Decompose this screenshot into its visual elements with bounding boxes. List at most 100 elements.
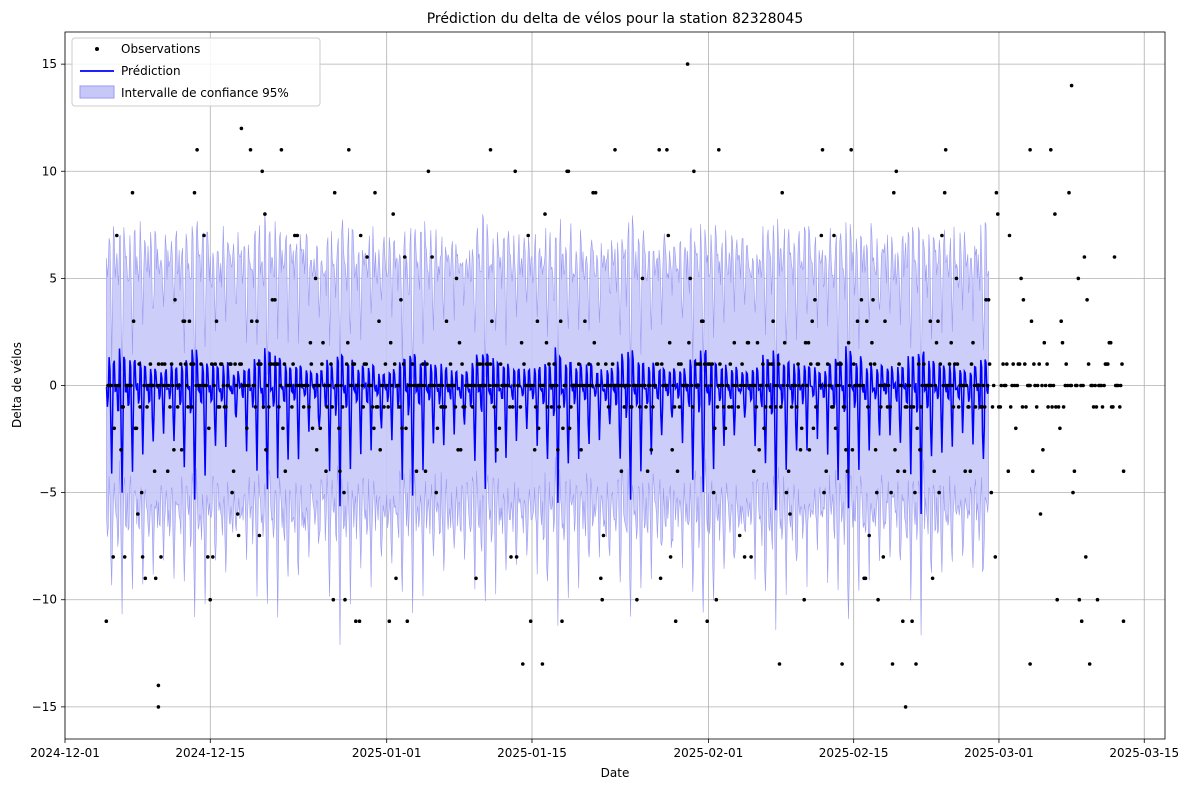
observation-point bbox=[454, 276, 459, 281]
observation-point bbox=[356, 383, 360, 388]
observation-point bbox=[434, 490, 439, 495]
observation-point bbox=[314, 448, 319, 452]
observation-point bbox=[690, 405, 695, 409]
observation-point bbox=[866, 405, 870, 409]
observation-point bbox=[820, 148, 825, 152]
observation-point bbox=[496, 383, 500, 388]
observation-point bbox=[137, 362, 141, 366]
observation-point bbox=[325, 405, 329, 409]
observation-point bbox=[910, 619, 914, 623]
observation-point bbox=[645, 469, 650, 474]
observation-point bbox=[816, 362, 821, 366]
observation-point bbox=[1076, 276, 1081, 281]
observation-point bbox=[894, 169, 899, 174]
observation-point bbox=[871, 298, 875, 302]
observation-point bbox=[1033, 383, 1037, 388]
observation-point bbox=[413, 383, 418, 388]
observation-point bbox=[713, 426, 717, 431]
observation-point bbox=[1053, 212, 1057, 216]
observation-point bbox=[177, 383, 182, 388]
observation-point bbox=[742, 555, 747, 559]
observation-point bbox=[305, 383, 310, 388]
observation-point bbox=[785, 383, 790, 388]
observation-point bbox=[1015, 383, 1020, 388]
observation-point bbox=[851, 362, 856, 366]
x-axis-ticks: 2024-12-01 2024-12-15 2025-01-01 2025-01-15… bbox=[30, 739, 1179, 760]
observation-point bbox=[886, 383, 891, 388]
observation-point bbox=[260, 169, 265, 174]
observation-point bbox=[344, 362, 349, 366]
observation-point bbox=[422, 383, 427, 388]
observation-point bbox=[629, 405, 634, 409]
observation-point bbox=[582, 383, 586, 388]
observation-point bbox=[347, 148, 351, 152]
observation-point bbox=[771, 319, 775, 324]
observation-point bbox=[991, 383, 996, 388]
observation-point bbox=[307, 405, 311, 409]
chart-title: Prédiction du delta de vélos pour la sta… bbox=[427, 11, 804, 27]
observation-point bbox=[214, 319, 219, 324]
observation-point bbox=[969, 362, 974, 366]
observation-point bbox=[267, 405, 271, 409]
observation-point bbox=[972, 383, 977, 388]
x-tick-label: 2024-12-01 bbox=[30, 746, 100, 760]
observation-point bbox=[896, 469, 900, 474]
observation-point bbox=[401, 362, 406, 366]
observation-point bbox=[755, 340, 760, 345]
observation-point bbox=[990, 405, 995, 409]
observation-point bbox=[153, 576, 158, 581]
observation-point bbox=[1019, 276, 1023, 281]
observation-point bbox=[358, 233, 363, 238]
observation-point bbox=[514, 555, 519, 559]
observation-point bbox=[321, 340, 325, 345]
observation-point bbox=[491, 383, 495, 388]
observation-point bbox=[410, 362, 415, 366]
observation-point bbox=[370, 405, 375, 409]
observation-point bbox=[648, 383, 652, 388]
observation-point bbox=[1006, 469, 1011, 474]
observation-point bbox=[552, 362, 556, 366]
observation-point bbox=[540, 662, 545, 666]
observation-point bbox=[779, 405, 783, 409]
observation-point bbox=[322, 383, 327, 388]
observation-point bbox=[350, 383, 354, 388]
observation-point bbox=[1010, 383, 1014, 388]
observation-point bbox=[599, 576, 603, 581]
observation-point bbox=[775, 383, 779, 388]
observation-point bbox=[492, 405, 497, 409]
observation-point bbox=[288, 383, 293, 388]
legend-observations-label: Observations bbox=[121, 42, 200, 56]
observation-point bbox=[707, 362, 712, 366]
observation-point bbox=[212, 383, 216, 388]
observation-point bbox=[1087, 662, 1092, 666]
observation-point bbox=[850, 448, 855, 452]
observation-point bbox=[1049, 148, 1053, 152]
observation-point bbox=[490, 319, 494, 324]
observation-point bbox=[671, 383, 675, 388]
observation-point bbox=[1079, 619, 1084, 623]
observation-point bbox=[798, 448, 803, 452]
observation-point bbox=[510, 405, 515, 409]
observation-point bbox=[1081, 383, 1085, 388]
observation-point bbox=[889, 490, 893, 495]
observation-point bbox=[256, 362, 260, 366]
observation-point bbox=[409, 383, 414, 388]
observation-point bbox=[846, 340, 851, 345]
observation-point bbox=[1077, 597, 1082, 602]
observation-point bbox=[1059, 319, 1063, 324]
observation-point bbox=[592, 340, 597, 345]
x-tick-label: 2025-03-01 bbox=[964, 746, 1034, 760]
plot-area bbox=[64, 31, 1166, 740]
observation-point bbox=[805, 383, 809, 388]
observation-point bbox=[111, 555, 115, 559]
observation-point bbox=[498, 362, 503, 366]
observation-point bbox=[597, 383, 601, 388]
observation-point bbox=[332, 190, 337, 195]
observation-point bbox=[161, 383, 166, 388]
observation-point bbox=[720, 383, 725, 388]
observation-point bbox=[140, 555, 145, 559]
observation-point bbox=[430, 255, 434, 259]
observation-point bbox=[117, 383, 122, 388]
observation-point bbox=[561, 426, 565, 431]
legend-interval-swatch bbox=[79, 85, 115, 99]
